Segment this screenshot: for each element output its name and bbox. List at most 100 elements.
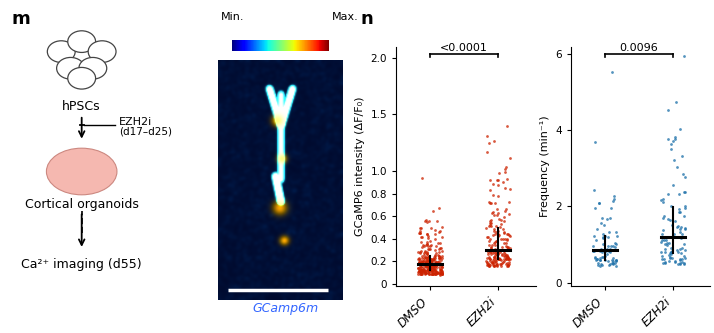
Point [422, 264, 433, 269]
Point [433, 249, 445, 255]
Point [501, 254, 513, 259]
Point [669, 134, 680, 139]
Point [415, 271, 426, 276]
Point [484, 200, 496, 206]
Point [505, 155, 516, 161]
Point [499, 251, 511, 256]
Point [481, 260, 493, 266]
Point [434, 256, 446, 261]
Point [428, 267, 439, 272]
Point [494, 256, 506, 261]
Point [493, 216, 504, 221]
Point [413, 261, 424, 267]
Point [491, 252, 502, 257]
Point [496, 222, 507, 227]
Point [435, 270, 446, 276]
Point [657, 231, 668, 236]
Point [423, 247, 435, 252]
Point [427, 269, 438, 274]
Point [499, 253, 511, 259]
Point [436, 270, 448, 275]
Point [493, 232, 504, 237]
Point [668, 182, 679, 187]
Point [489, 254, 501, 260]
Point [659, 261, 670, 266]
Point [418, 269, 429, 274]
Point [425, 259, 436, 264]
Point [590, 139, 601, 145]
Point [414, 225, 426, 230]
Point [433, 253, 445, 258]
Point [675, 261, 686, 266]
Point [492, 250, 503, 255]
Point [423, 265, 434, 271]
Point [504, 234, 516, 239]
Point [422, 233, 433, 238]
Point [607, 243, 618, 249]
Point [502, 247, 513, 253]
Point [488, 260, 499, 265]
Point [500, 256, 511, 261]
Point [418, 258, 430, 263]
Point [429, 227, 441, 233]
Point [418, 243, 430, 248]
Text: (d17–d25): (d17–d25) [119, 127, 172, 137]
Point [486, 244, 497, 249]
Point [591, 226, 603, 231]
Point [426, 265, 437, 270]
Point [416, 253, 428, 259]
Point [491, 261, 503, 266]
Point [418, 267, 429, 272]
Point [486, 200, 497, 205]
Point [429, 271, 441, 276]
Point [663, 136, 674, 142]
Point [482, 259, 493, 264]
Point [433, 258, 445, 263]
Point [415, 271, 426, 277]
Point [417, 258, 428, 264]
Point [417, 234, 428, 239]
Point [423, 269, 434, 275]
Point [421, 254, 432, 259]
Point [421, 264, 432, 269]
Point [593, 200, 605, 205]
Point [421, 251, 433, 257]
Point [656, 256, 668, 262]
Point [415, 272, 426, 277]
Point [492, 177, 503, 182]
Point [609, 245, 620, 250]
Point [422, 270, 433, 275]
Point [419, 254, 431, 259]
Point [413, 231, 425, 236]
Point [680, 204, 691, 209]
Point [488, 241, 500, 246]
Point [481, 133, 493, 138]
Point [484, 258, 496, 264]
Point [421, 270, 432, 276]
Point [435, 267, 446, 273]
Point [485, 221, 496, 226]
Point [422, 254, 433, 259]
Point [421, 241, 433, 247]
Point [604, 261, 615, 266]
Point [486, 251, 497, 256]
Point [434, 272, 446, 277]
Point [434, 240, 446, 245]
Point [590, 254, 601, 260]
Point [488, 209, 499, 214]
Point [431, 243, 442, 249]
Point [428, 257, 440, 262]
Point [492, 229, 503, 234]
Point [413, 269, 424, 275]
Point [416, 264, 427, 270]
Point [503, 263, 514, 269]
Point [676, 232, 688, 237]
Point [421, 241, 433, 247]
Point [595, 246, 606, 251]
Point [422, 254, 433, 259]
Point [483, 250, 494, 255]
Point [416, 244, 428, 250]
Point [418, 250, 430, 256]
Point [504, 245, 516, 251]
Point [672, 225, 683, 230]
